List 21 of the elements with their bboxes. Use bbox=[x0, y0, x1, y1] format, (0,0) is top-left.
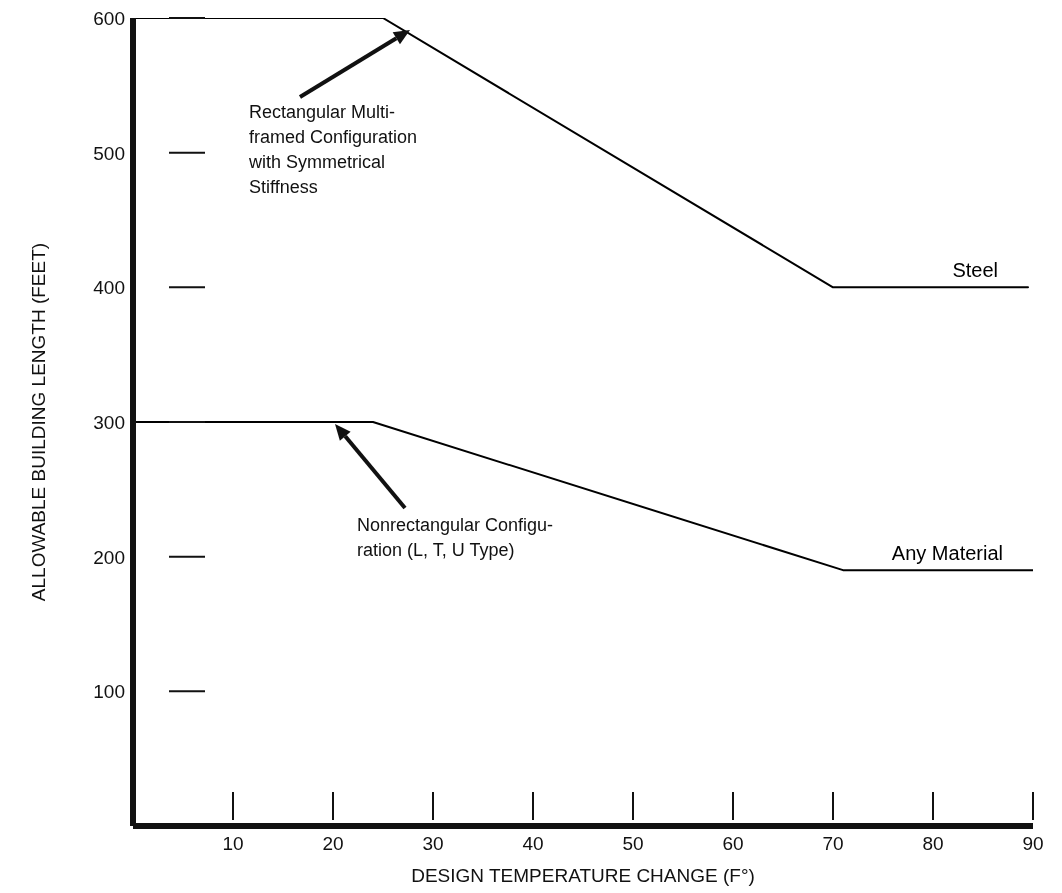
y-axis-title: ALLOWABLE BUILDING LENGTH (FEET) bbox=[27, 242, 49, 602]
x-tick-label: 40 bbox=[522, 833, 544, 854]
y-tick-label: 100 bbox=[93, 681, 125, 703]
x-tick-label: 20 bbox=[322, 833, 344, 854]
series-label: Any Material bbox=[891, 542, 1003, 565]
x-axis-title: DESIGN TEMPERATURE CHANGE (F°) bbox=[411, 865, 755, 886]
y-tick-label: 400 bbox=[93, 277, 125, 299]
x-tick-label: 70 bbox=[822, 833, 844, 854]
x-tick-label: 90 bbox=[1022, 833, 1044, 854]
y-tick-label: 500 bbox=[93, 142, 125, 164]
x-tick-label: 30 bbox=[422, 833, 444, 854]
annotation: Nonrectangular Configu- ration (L, T, U Type) bbox=[357, 515, 554, 560]
series-label: Steel bbox=[952, 259, 998, 282]
x-tick-label: 60 bbox=[722, 833, 744, 854]
x-tick-label: 80 bbox=[922, 833, 944, 854]
x-tick-label: 50 bbox=[622, 833, 644, 854]
x-tick-label: 10 bbox=[222, 833, 244, 854]
y-tick-label: 600 bbox=[93, 8, 125, 29]
annotation: Rectangular Multi- framed Configuration with Symmetrical Stiffness bbox=[248, 102, 418, 197]
y-tick-label: 300 bbox=[93, 412, 125, 433]
y-tick-label: 200 bbox=[93, 546, 125, 568]
